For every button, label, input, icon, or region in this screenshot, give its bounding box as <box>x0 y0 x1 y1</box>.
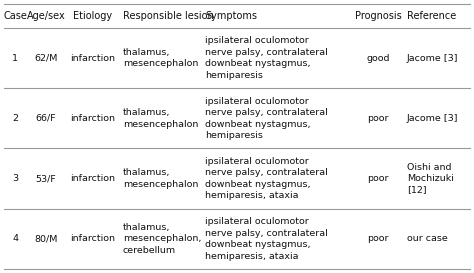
Text: ipsilateral oculomotor
nerve palsy, contralateral
downbeat nystagmus,
hemiparesi: ipsilateral oculomotor nerve palsy, cont… <box>205 157 328 200</box>
Text: infarction: infarction <box>70 174 115 183</box>
Text: good: good <box>366 54 390 63</box>
Text: poor: poor <box>367 234 389 243</box>
Text: Jacome [3]: Jacome [3] <box>407 114 458 123</box>
Text: 3: 3 <box>12 174 18 183</box>
Text: ipsilateral oculomotor
nerve palsy, contralateral
downbeat nystagmus,
hemiparesi: ipsilateral oculomotor nerve palsy, cont… <box>205 97 328 140</box>
Text: thalamus,
mesencephalon: thalamus, mesencephalon <box>123 108 198 129</box>
Text: Case: Case <box>3 11 27 21</box>
Text: infarction: infarction <box>70 234 115 243</box>
Text: 2: 2 <box>12 114 18 123</box>
Text: Age/sex: Age/sex <box>27 11 65 21</box>
Text: Etiology: Etiology <box>73 11 112 21</box>
Text: Responsible lesion: Responsible lesion <box>123 11 213 21</box>
Text: our case: our case <box>407 234 447 243</box>
Text: thalamus,
mesencephalon,
cerebellum: thalamus, mesencephalon, cerebellum <box>123 223 201 255</box>
Text: 4: 4 <box>12 234 18 243</box>
Text: thalamus,
mesencephalon: thalamus, mesencephalon <box>123 48 198 68</box>
Text: infarction: infarction <box>70 54 115 63</box>
Text: poor: poor <box>367 174 389 183</box>
Text: infarction: infarction <box>70 114 115 123</box>
Text: Jacome [3]: Jacome [3] <box>407 54 458 63</box>
Text: Reference: Reference <box>407 11 456 21</box>
Text: ipsilateral oculomotor
nerve palsy, contralateral
downbeat nystagmus,
hemiparesi: ipsilateral oculomotor nerve palsy, cont… <box>205 36 328 80</box>
Text: Symptoms: Symptoms <box>205 11 257 21</box>
Text: 62/M: 62/M <box>35 54 58 63</box>
Text: 80/M: 80/M <box>35 234 58 243</box>
Text: poor: poor <box>367 114 389 123</box>
Text: Oishi and
Mochizuki
[12]: Oishi and Mochizuki [12] <box>407 163 454 195</box>
Text: 1: 1 <box>12 54 18 63</box>
Text: 53/F: 53/F <box>36 174 56 183</box>
Text: ipsilateral oculomotor
nerve palsy, contralateral
downbeat nystagmus,
hemiparesi: ipsilateral oculomotor nerve palsy, cont… <box>205 217 328 260</box>
Text: Prognosis: Prognosis <box>355 11 401 21</box>
Text: thalamus,
mesencephalon: thalamus, mesencephalon <box>123 168 198 189</box>
Text: 66/F: 66/F <box>36 114 56 123</box>
